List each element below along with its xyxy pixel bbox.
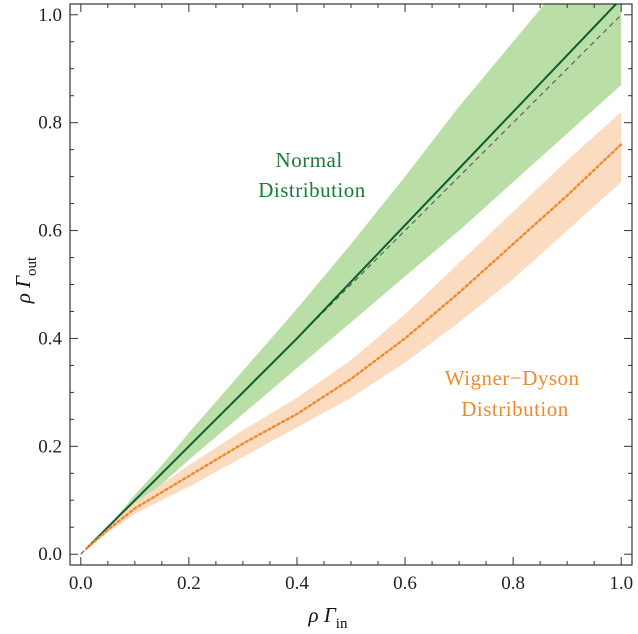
y-tick-label: 0.6 xyxy=(38,221,62,242)
x-tick-label: 0.8 xyxy=(501,573,525,594)
x-tick-label: 1.0 xyxy=(609,573,633,594)
annotation-normal: Normal Distribution xyxy=(258,148,366,202)
annotation-normal-line-2: Distribution xyxy=(258,178,366,202)
x-tick-labels: 0.0 0.2 0.4 0.6 0.8 1.0 xyxy=(69,573,633,594)
y-axis-label: ρ Γout xyxy=(11,256,40,304)
x-tick-label: 0.6 xyxy=(393,573,417,594)
x-axis-label-main: ρ Γ xyxy=(308,603,337,627)
x-axis-label: ρ Γin xyxy=(308,603,348,632)
y-tick-label: 1.0 xyxy=(38,5,62,26)
y-axis-label-main: ρ Γ xyxy=(11,275,35,304)
y-tick-labels: 0.0 0.2 0.4 0.6 0.8 1.0 xyxy=(38,5,62,565)
x-tick-label: 0.0 xyxy=(69,573,93,594)
annotation-normal-line-1: Normal xyxy=(276,148,343,172)
x-tick-label: 0.4 xyxy=(285,573,309,594)
annotation-wigner-dyson-line-1: Wigner−Dyson xyxy=(445,366,580,390)
x-axis-label-sub: in xyxy=(336,616,348,632)
y-tick-label: 0.4 xyxy=(38,328,62,349)
x-tick-label: 0.2 xyxy=(177,573,201,594)
y-tick-label: 0.8 xyxy=(38,113,62,134)
annotation-wigner-dyson: Wigner−Dyson Distribution xyxy=(445,366,586,421)
y-tick-label: 0.2 xyxy=(38,436,62,457)
y-tick-label: 0.0 xyxy=(38,544,62,565)
y-axis-label-sub: out xyxy=(24,256,40,276)
annotation-wigner-dyson-line-2: Distribution xyxy=(461,397,569,421)
